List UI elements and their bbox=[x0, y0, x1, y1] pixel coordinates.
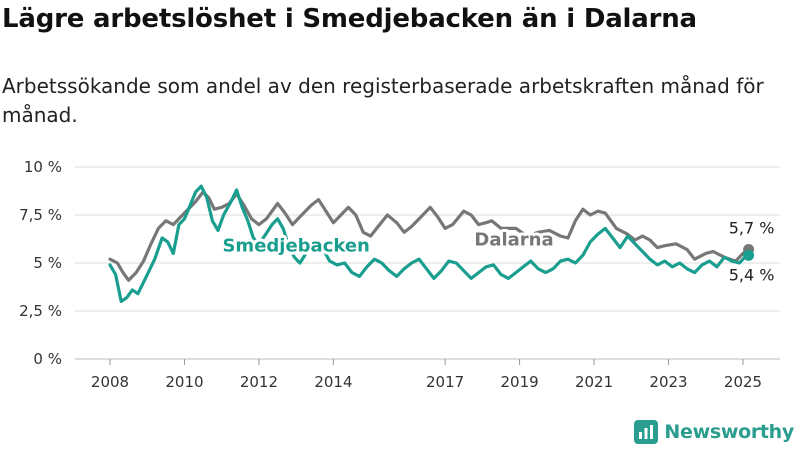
series-annotation-dalarna: Dalarna bbox=[474, 230, 553, 251]
x-tick-label: 2008 bbox=[91, 373, 129, 391]
series-annotation-smedjebacken: Smedjebacken bbox=[222, 235, 369, 256]
series-endpoint-smedjebacken bbox=[743, 249, 755, 261]
chart-title: Lägre arbetslöshet i Smedjebacken än i D… bbox=[2, 4, 697, 34]
x-tick-label: 2025 bbox=[724, 373, 762, 391]
brand-name: Newsworthy bbox=[664, 421, 794, 443]
series-line-smedjebacken bbox=[108, 184, 751, 303]
end-label-smedjebacken: 5,4 % bbox=[729, 265, 775, 284]
brand-logo: Newsworthy bbox=[634, 420, 794, 444]
x-tick-label: 2017 bbox=[426, 373, 464, 391]
x-tick-label: 2021 bbox=[575, 373, 613, 391]
y-tick-label: 2,5 % bbox=[19, 302, 62, 320]
series-annotation-dalarna-halo: Dalarna bbox=[474, 230, 553, 251]
x-tick-label: 2014 bbox=[314, 373, 352, 391]
y-tick-label: 5 % bbox=[33, 254, 62, 272]
end-label-dalarna: 5,7 % bbox=[729, 219, 775, 238]
x-tick-label: 2012 bbox=[240, 373, 278, 391]
y-tick-label: 0 % bbox=[33, 350, 62, 368]
y-tick-label: 7,5 % bbox=[19, 206, 62, 224]
series-line-dalarna bbox=[108, 190, 751, 282]
chart-subtitle: Arbetssökande som andel av den registerb… bbox=[2, 74, 764, 127]
x-tick-label: 2023 bbox=[649, 373, 687, 391]
x-tick-label: 2010 bbox=[165, 373, 203, 391]
newsworthy-logo-icon bbox=[634, 420, 659, 444]
x-tick-label: 2019 bbox=[500, 373, 538, 391]
series-annotation-smedjebacken-halo: Smedjebacken bbox=[222, 235, 369, 256]
y-tick-label: 10 % bbox=[24, 158, 62, 176]
